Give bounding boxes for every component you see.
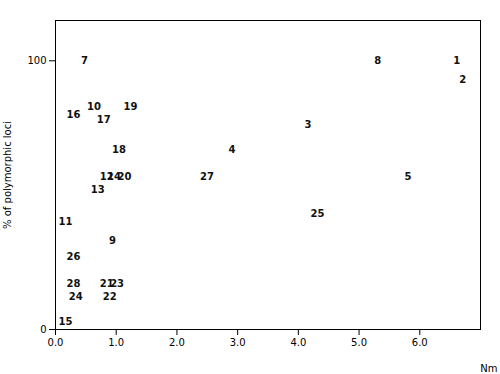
svg-text:27: 27 (200, 171, 214, 182)
svg-text:5.0: 5.0 (351, 337, 367, 348)
svg-text:15: 15 (59, 316, 73, 327)
svg-text:0.0: 0.0 (48, 337, 64, 348)
svg-text:9: 9 (109, 235, 116, 246)
svg-text:8: 8 (374, 55, 381, 66)
svg-text:0: 0 (40, 324, 46, 335)
svg-text:23: 23 (110, 278, 124, 289)
svg-text:16: 16 (66, 109, 80, 120)
svg-text:3: 3 (304, 119, 311, 130)
svg-text:% of polymorphic loci: % of polymorphic loci (2, 121, 13, 229)
svg-text:2: 2 (459, 74, 466, 85)
svg-text:13: 13 (91, 184, 105, 195)
svg-text:24: 24 (69, 291, 83, 302)
svg-text:14: 14 (107, 170, 121, 182)
svg-text:3.0: 3.0 (230, 337, 246, 348)
svg-text:11: 11 (59, 216, 73, 227)
svg-text:4: 4 (229, 144, 236, 155)
svg-text:1.0: 1.0 (108, 337, 124, 348)
svg-text:5: 5 (405, 171, 412, 182)
svg-text:19: 19 (124, 101, 138, 112)
svg-text:100: 100 (27, 55, 46, 66)
svg-text:21: 21 (99, 278, 114, 289)
svg-text:7: 7 (81, 55, 88, 66)
svg-text:28: 28 (66, 278, 80, 289)
svg-text:Nm: Nm (480, 363, 497, 374)
svg-text:22: 22 (103, 291, 117, 302)
svg-text:1: 1 (453, 55, 460, 66)
svg-text:20: 20 (117, 171, 131, 182)
svg-text:2.0: 2.0 (169, 337, 185, 348)
svg-text:18: 18 (112, 144, 126, 155)
svg-text:10: 10 (87, 101, 101, 112)
svg-text:4.0: 4.0 (290, 337, 306, 348)
svg-text:17: 17 (97, 114, 111, 125)
svg-text:26: 26 (66, 251, 80, 262)
svg-text:6.0: 6.0 (412, 337, 428, 348)
svg-text:25: 25 (311, 208, 325, 219)
